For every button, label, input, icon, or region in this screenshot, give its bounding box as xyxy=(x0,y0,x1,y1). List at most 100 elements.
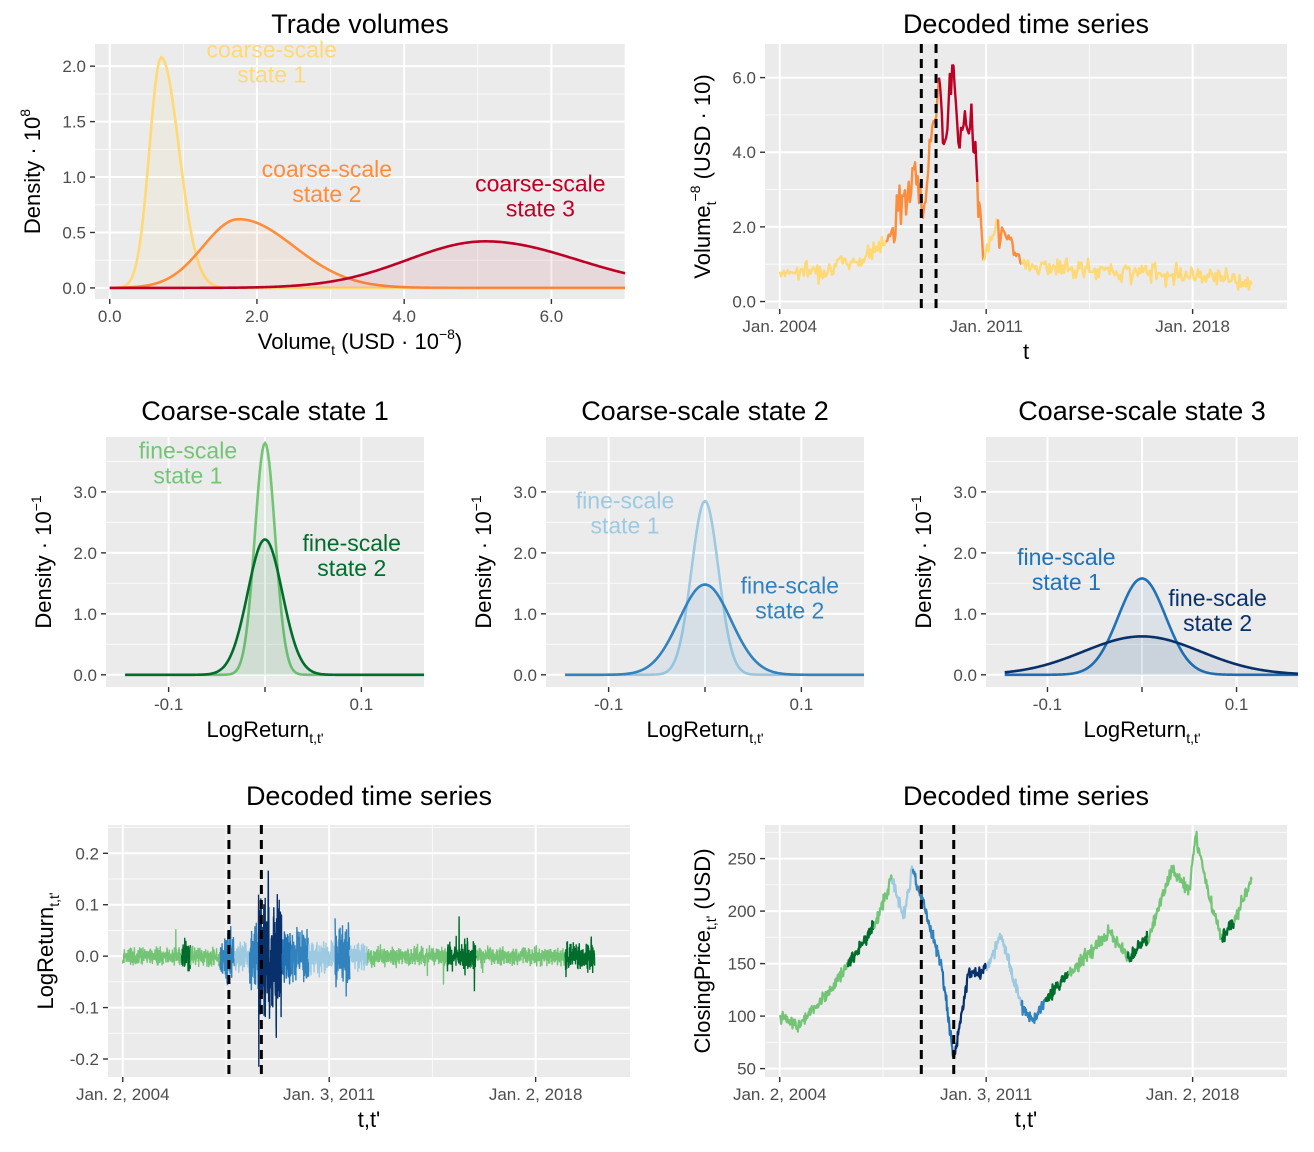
density-f2-area xyxy=(1004,636,1298,675)
annotation-line: state 1 xyxy=(153,462,222,488)
x-tick-label: -0.1 xyxy=(594,695,623,714)
annotation-line: coarse-scale xyxy=(262,156,392,182)
density-f2-area xyxy=(565,584,864,675)
annotation-line: state 1 xyxy=(590,512,659,538)
y-tick-label: 0.5 xyxy=(62,223,86,242)
chart-title: Trade volumes xyxy=(271,9,449,39)
x-tick-label: Jan. 2011 xyxy=(949,317,1022,336)
y-tick-label: 0.1 xyxy=(75,896,99,915)
y-axis-label-superscript: −1 xyxy=(28,495,44,511)
y-axis-label-text: Density · 10 xyxy=(20,117,45,234)
price-series-segment xyxy=(1067,947,1091,977)
annotation-line: state 2 xyxy=(1183,610,1252,636)
price-series-segment xyxy=(923,905,943,970)
x-tick-label: Jan. 2, 2018 xyxy=(1146,1085,1240,1104)
price-series-segment xyxy=(873,874,893,929)
annotation-line: fine-scale xyxy=(1168,585,1266,611)
annotation-label-3: coarse-scale state 3 xyxy=(475,170,605,221)
y-tick-label: 2.0 xyxy=(732,218,756,237)
y-tick-label: 3.0 xyxy=(513,483,537,502)
density-f1-line xyxy=(1004,577,1298,677)
annotation-label-1: fine-scale state 1 xyxy=(576,487,674,538)
price-series-segment xyxy=(1170,864,1191,896)
price-series-segment xyxy=(1194,830,1211,902)
x-tick-label: 0.0 xyxy=(98,307,122,326)
annotation-label-1: coarse-scale state 1 xyxy=(206,36,336,87)
chart-coarse-scale-state-2: -0.1 0.1 0.0 1.0 2.0 3.0 Coarse-scale state 2 L… xyxy=(468,396,864,746)
y-axis-label-subscript: t,t' xyxy=(703,916,719,930)
price-series-segment xyxy=(1109,929,1129,962)
price-series-segment xyxy=(1032,999,1047,1024)
y-tick-label: 2.0 xyxy=(513,544,537,563)
annotation-label-2: fine-scale state 2 xyxy=(303,530,401,581)
logreturn-series-segment xyxy=(349,942,369,973)
x-axis-label-subscript: t xyxy=(331,342,335,358)
logreturn-series-segment xyxy=(564,936,596,978)
price-series-segment xyxy=(779,1010,799,1030)
y-axis-label-text: Density · 10 xyxy=(911,511,936,628)
y-tick-label: 1.0 xyxy=(953,605,977,624)
y-tick-label: 200 xyxy=(728,902,756,921)
chart-closing-price-decoded-time-series: Jan. 2, 2004 Jan. 3, 2011 Jan. 2, 2018 50 10… xyxy=(690,781,1287,1132)
y-axis-label-subscript: t,t' xyxy=(46,892,62,906)
volume-series-segment xyxy=(951,63,961,149)
y-axis-label-text: Density · 10 xyxy=(31,511,56,628)
y-tick-label: 6.0 xyxy=(732,69,756,88)
y-axis-label: ClosingPricet,t' (USD) xyxy=(690,848,719,1053)
y-tick-label: 250 xyxy=(728,850,756,869)
x-axis-label: LogReturnt,t' xyxy=(1083,717,1200,746)
volume-series-segment xyxy=(885,184,905,244)
y-tick-label: 1.0 xyxy=(513,605,537,624)
y-tick-label: 2.0 xyxy=(953,544,977,563)
x-axis-label-text: t xyxy=(1023,339,1029,364)
x-tick-label: Jan. 2, 2018 xyxy=(489,1085,583,1104)
price-series-segment xyxy=(967,962,988,980)
y-tick-label: 0.0 xyxy=(75,947,99,966)
y-tick-label: 3.0 xyxy=(953,483,977,502)
annotation-line: state 1 xyxy=(237,61,306,87)
volume-series-segment xyxy=(970,103,979,183)
y-tick-label: 2.0 xyxy=(73,544,97,563)
y-axis-label-subscript: t xyxy=(703,201,719,205)
y-tick-label: 1.5 xyxy=(62,113,86,132)
volume-series-segment xyxy=(1020,257,1076,280)
x-tick-label: 0.1 xyxy=(1225,695,1249,714)
price-series-segment xyxy=(890,878,905,920)
annotation-label-2: coarse-scale state 2 xyxy=(262,156,392,207)
annotation-line: fine-scale xyxy=(303,530,401,556)
y-axis-label-text: Density · 10 xyxy=(471,511,496,628)
x-tick-label: 4.0 xyxy=(392,307,416,326)
annotation-line: state 3 xyxy=(506,195,575,221)
price-series-segment xyxy=(911,868,926,906)
volume-series-segment xyxy=(822,255,867,278)
price-series-segment xyxy=(952,973,970,1059)
y-axis-label: Density · 108 xyxy=(17,109,45,234)
density-f1-area xyxy=(1004,578,1298,675)
annotation-line: state 2 xyxy=(755,598,824,624)
annotation-line: coarse-scale xyxy=(206,36,336,62)
price-series-segment xyxy=(796,991,826,1033)
chart-title: Coarse-scale state 1 xyxy=(141,396,389,426)
density-f2-area xyxy=(125,539,424,675)
y-axis-label: Volumet−8 (USD · 10) xyxy=(687,74,719,279)
density-s2-area xyxy=(109,219,625,288)
annotation-line: fine-scale xyxy=(741,573,839,599)
annotation-line: fine-scale xyxy=(576,487,674,513)
price-series-segment xyxy=(1044,971,1070,1003)
logreturn-series-segment xyxy=(189,945,221,968)
chart-volume-decoded-time-series: Jan. 2004 Jan. 2011 Jan. 2018 0.0 2.0 4.0 6.0 D… xyxy=(687,9,1287,364)
x-axis-label: LogReturnt,t' xyxy=(206,717,323,746)
chart-title: Coarse-scale state 2 xyxy=(581,396,829,426)
price-series-segment xyxy=(940,968,955,1059)
density-f2-line xyxy=(1004,635,1299,675)
y-tick-label: -0.1 xyxy=(70,999,99,1018)
volume-series-segment xyxy=(958,103,973,149)
annotation-line: fine-scale xyxy=(139,437,237,463)
y-axis-label-text: LogReturn xyxy=(33,907,58,1010)
x-axis-label-rest: (USD · 10 xyxy=(335,329,439,354)
logreturn-series-segment xyxy=(446,916,478,992)
y-axis-label: Density · 10−1 xyxy=(28,495,56,629)
y-axis-label-text: Volume xyxy=(690,205,715,278)
y-axis-label-superscript: −1 xyxy=(468,495,484,511)
